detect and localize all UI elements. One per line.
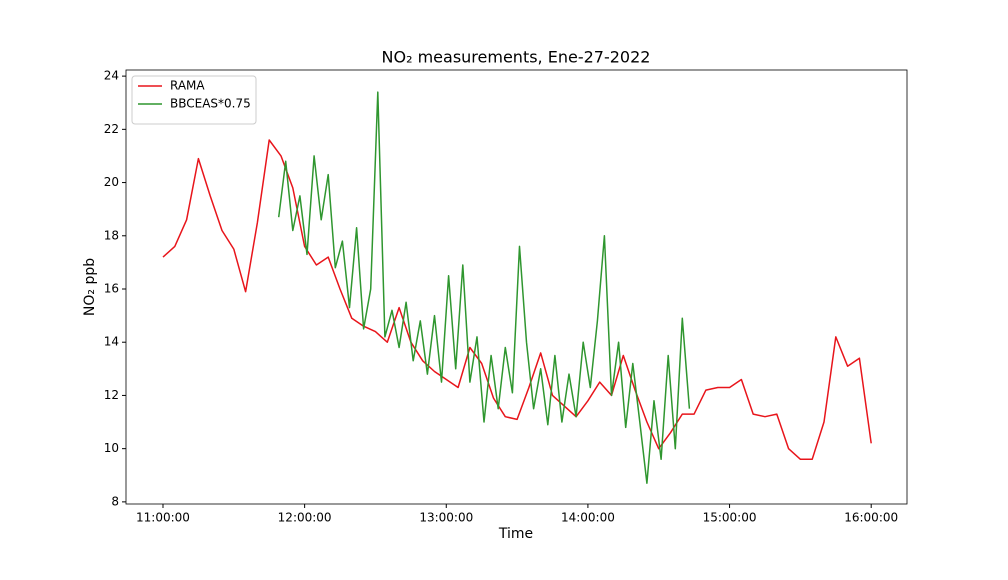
plot-frame	[125, 69, 908, 505]
y-tick-label: 10	[104, 441, 119, 455]
y-tick-label: 14	[104, 335, 119, 349]
y-tick-label: 24	[104, 69, 119, 83]
x-tick-label: 12:00:00	[278, 511, 332, 525]
legend-label: RAMA	[170, 79, 205, 93]
x-tick-label: 15:00:00	[703, 511, 757, 525]
y-axis-label: NO₂ ppb	[82, 258, 98, 316]
x-tick-label: 13:00:00	[419, 511, 473, 525]
x-tick-label: 14:00:00	[561, 511, 615, 525]
chart-title: NO₂ measurements, Ene-27-2022	[382, 48, 651, 67]
y-tick-label: 12	[104, 388, 119, 402]
x-tick-label: 11:00:00	[136, 511, 190, 525]
y-tick-label: 8	[111, 494, 119, 508]
y-tick-label: 18	[104, 228, 119, 242]
x-tick-label: 16:00:00	[844, 511, 898, 525]
legend-label: BBCEAS*0.75	[170, 97, 251, 111]
x-axis-label: Time	[498, 526, 533, 542]
y-tick-label: 16	[104, 281, 119, 295]
data-line	[277, 91, 691, 484]
data-line	[162, 139, 872, 461]
y-tick-label: 22	[104, 122, 119, 136]
legend-box	[131, 75, 257, 125]
y-tick-label: 20	[104, 175, 119, 189]
